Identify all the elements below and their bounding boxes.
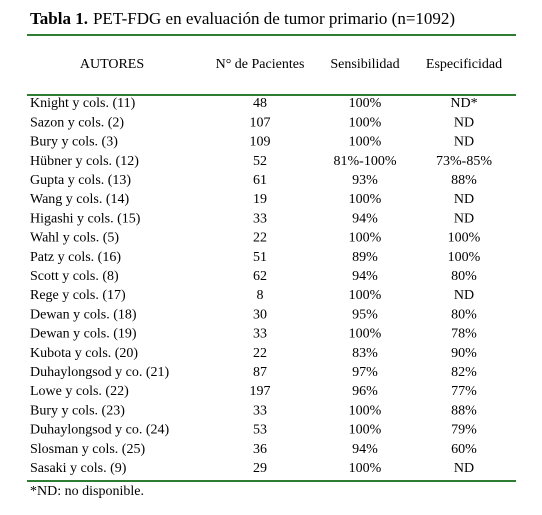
value-cell: 88% xyxy=(451,403,477,418)
value-cell: 33 xyxy=(253,211,267,226)
value-cell: 100% xyxy=(349,192,382,207)
value-cell: 107 xyxy=(250,115,271,130)
author-cell: Higashi y cols. (15) xyxy=(30,211,141,226)
footnote: *ND: no disponible. xyxy=(30,484,144,499)
value-cell: ND xyxy=(454,115,474,130)
value-cell: ND xyxy=(454,288,474,303)
value-cell: 77% xyxy=(451,384,477,399)
value-cell: 100% xyxy=(448,250,481,265)
value-cell: 100% xyxy=(349,403,382,418)
value-cell: 94% xyxy=(352,211,378,226)
author-cell: Gupta y cols. (13) xyxy=(30,173,131,188)
value-cell: 53 xyxy=(253,423,267,438)
value-cell: 36 xyxy=(253,442,267,457)
column-header: Sensibilidad xyxy=(330,57,399,72)
author-cell: Rege y cols. (17) xyxy=(30,288,126,303)
title: Tabla 1. PET-FDG en evaluación de tumor p… xyxy=(30,9,455,28)
value-cell: 22 xyxy=(253,231,267,246)
author-cell: Sazon y cols. (2) xyxy=(30,115,124,130)
author-cell: Kubota y cols. (20) xyxy=(30,346,138,361)
value-cell: 48 xyxy=(253,96,267,111)
column-header: AUTORES xyxy=(80,57,144,72)
author-cell: Wahl y cols. (5) xyxy=(30,231,119,246)
value-cell: 97% xyxy=(352,365,378,380)
value-cell: 33 xyxy=(253,403,267,418)
value-cell: 80% xyxy=(451,269,477,284)
author-cell: Duhaylongsod y co. (21) xyxy=(30,365,170,380)
value-cell: 94% xyxy=(352,442,378,457)
value-cell: 93% xyxy=(352,173,378,188)
author-cell: Knight y cols. (11) xyxy=(30,96,136,111)
value-cell: 100% xyxy=(349,115,382,130)
author-cell: Slosman y cols. (25) xyxy=(30,442,145,457)
value-cell: ND* xyxy=(450,96,477,111)
value-cell: 100% xyxy=(349,327,382,342)
value-cell: 80% xyxy=(451,307,477,322)
author-cell: Dewan y cols. (19) xyxy=(30,327,137,342)
column-header: N° de Pacientes xyxy=(216,57,305,72)
value-cell: ND xyxy=(454,135,474,150)
author-cell: Wang y cols. (14) xyxy=(30,192,130,207)
title-text: PET-FDG en evaluación de tumor primario … xyxy=(93,9,455,28)
author-cell: Hübner y cols. (12) xyxy=(30,154,139,169)
author-cell: Lowe y cols. (22) xyxy=(30,384,129,399)
value-cell: 52 xyxy=(253,154,267,169)
value-cell: 94% xyxy=(352,269,378,284)
author-cell: Dewan y cols. (18) xyxy=(30,307,137,322)
value-cell: 100% xyxy=(349,288,382,303)
value-cell: 62 xyxy=(253,269,267,284)
value-cell: 100% xyxy=(349,423,382,438)
value-cell: 109 xyxy=(250,135,271,150)
value-cell: 100% xyxy=(349,461,382,476)
value-cell: 29 xyxy=(253,461,267,476)
column-header: Especificidad xyxy=(426,57,502,72)
value-cell: 87 xyxy=(253,365,267,380)
value-cell: 8 xyxy=(257,288,264,303)
value-cell: 100% xyxy=(349,231,382,246)
author-cell: Duhaylongsod y co. (24) xyxy=(30,423,170,438)
value-cell: 90% xyxy=(451,346,477,361)
author-cell: Sasaki y cols. (9) xyxy=(30,461,127,476)
author-cell: Bury y cols. (23) xyxy=(30,403,125,418)
value-cell: 88% xyxy=(451,173,477,188)
value-cell: 100% xyxy=(349,96,382,111)
value-cell: 22 xyxy=(253,346,267,361)
value-cell: ND xyxy=(454,211,474,226)
value-cell: 51 xyxy=(253,250,267,265)
author-cell: Scott y cols. (8) xyxy=(30,269,119,284)
value-cell: 81%-100% xyxy=(334,154,397,169)
value-cell: 19 xyxy=(253,192,267,207)
value-cell: ND xyxy=(454,461,474,476)
author-cell: Patz y cols. (16) xyxy=(30,250,121,265)
value-cell: 78% xyxy=(451,327,477,342)
value-cell: 197 xyxy=(250,384,271,399)
value-cell: 96% xyxy=(352,384,378,399)
author-cell: Bury y cols. (3) xyxy=(30,135,118,150)
value-cell: 60% xyxy=(451,442,477,457)
value-cell: 61 xyxy=(253,173,267,188)
value-cell: 33 xyxy=(253,327,267,342)
value-cell: 83% xyxy=(352,346,378,361)
value-cell: 30 xyxy=(253,307,267,322)
value-cell: 82% xyxy=(451,365,477,380)
title-label: Tabla 1. xyxy=(30,9,88,28)
value-cell: 89% xyxy=(352,250,378,265)
value-cell: 100% xyxy=(448,231,481,246)
value-cell: 95% xyxy=(352,307,378,322)
value-cell: 73%-85% xyxy=(436,154,492,169)
value-cell: 100% xyxy=(349,135,382,150)
value-cell: ND xyxy=(454,192,474,207)
value-cell: 79% xyxy=(451,423,477,438)
